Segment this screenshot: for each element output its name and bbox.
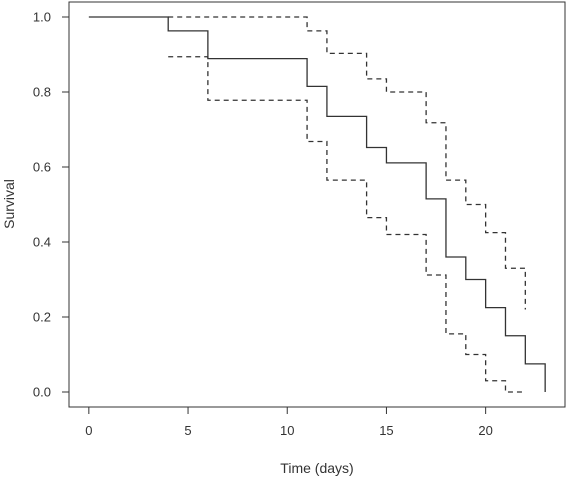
survival-estimate-line	[88, 16, 546, 392]
x-tick-label: 5	[184, 423, 191, 438]
y-tick-label: 0.0	[33, 385, 51, 400]
y-tick-label: 1.0	[33, 10, 51, 25]
confidence-bound-line	[168, 16, 526, 310]
x-tick-label: 15	[379, 423, 393, 438]
y-axis: 0.0 0.2 0.4 0.6 0.8 1.0	[33, 10, 69, 400]
y-axis-title: Survival	[1, 179, 17, 229]
y-tick-label: 0.2	[33, 310, 51, 325]
x-tick-label: 20	[478, 423, 492, 438]
x-axis: 0 5 10 15 20	[85, 407, 493, 438]
y-tick-label: 0.6	[33, 160, 51, 175]
confidence-bound-line	[168, 56, 526, 393]
x-tick-label: 0	[85, 423, 92, 438]
y-tick-label: 0.8	[33, 85, 51, 100]
x-tick-label: 10	[280, 423, 294, 438]
x-axis-title: Time (days)	[280, 460, 353, 476]
plot-area-frame	[68, 1, 566, 408]
series-layer	[88, 16, 546, 393]
y-tick-label: 0.4	[33, 235, 51, 250]
